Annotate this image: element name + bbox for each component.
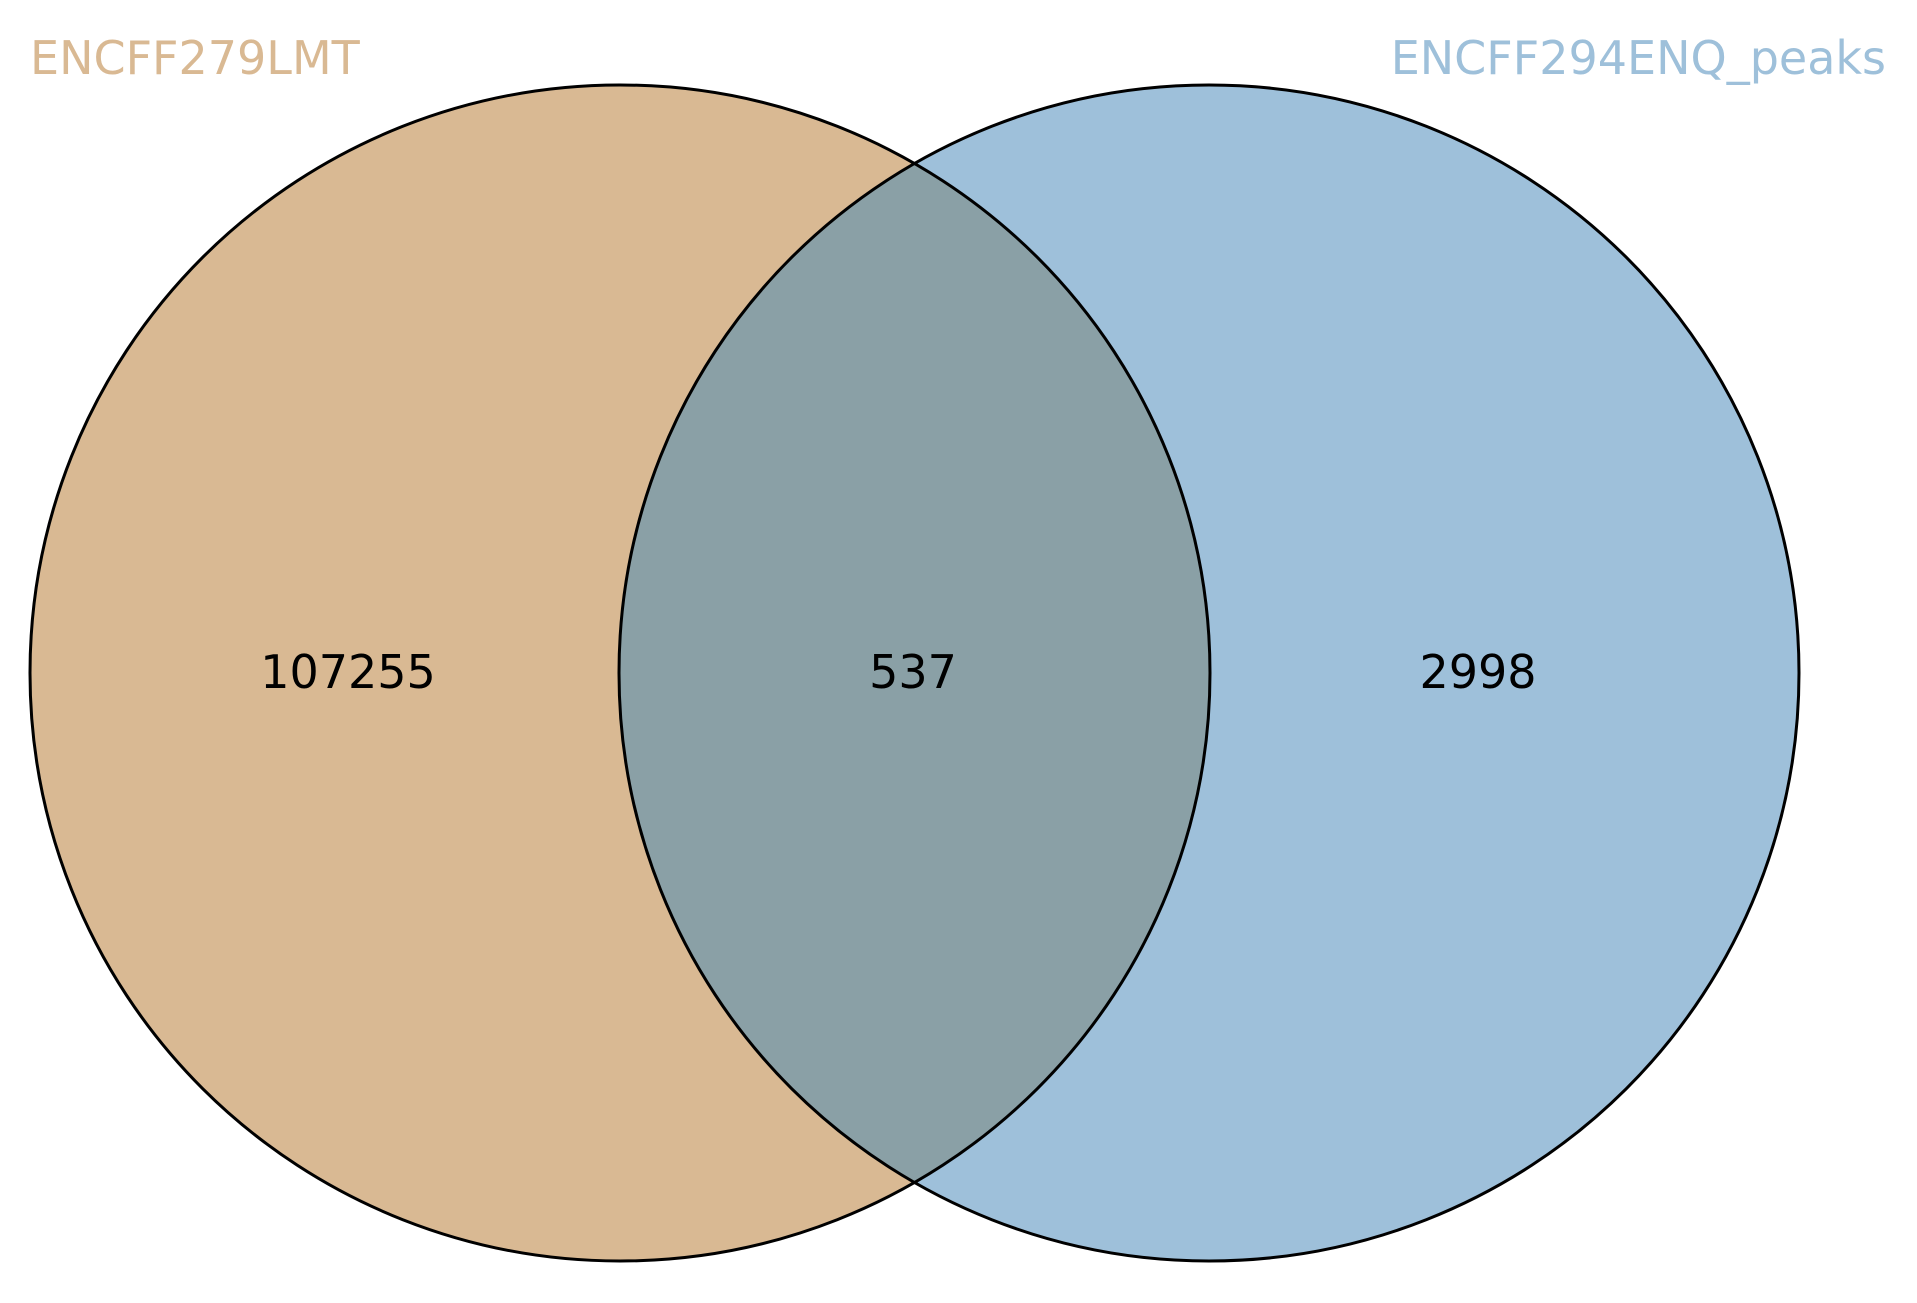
count-overlap: 537: [869, 645, 957, 699]
set-b-label: ENCFF294ENQ_peaks: [1391, 31, 1886, 85]
count-only-a: 107255: [260, 645, 436, 699]
set-a-outline: [28, 83, 1212, 1263]
set-a-label: ENCFF279LMT: [30, 31, 361, 85]
set-b-outline: [617, 83, 1801, 1263]
count-only-b: 2998: [1419, 645, 1536, 699]
